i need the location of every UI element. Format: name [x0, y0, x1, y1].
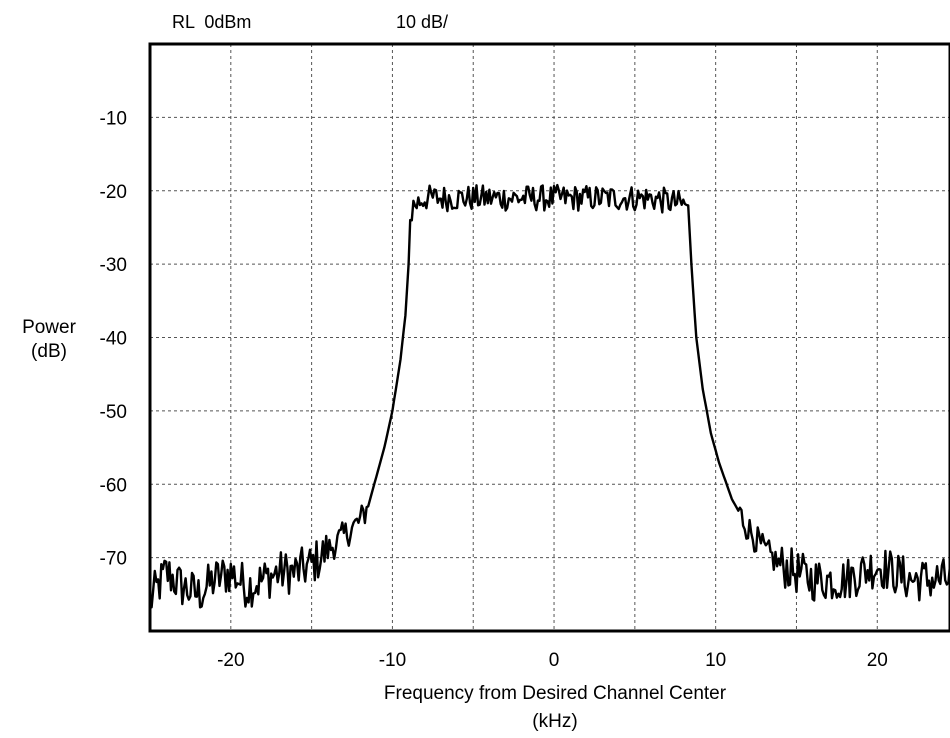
y-tick-labels: -10 -20 -30 -40 -50 -60 -70 [100, 108, 127, 569]
x-tick-label: 10 [705, 650, 726, 671]
y-tick-label: -50 [100, 402, 127, 423]
y-tick-label: -70 [100, 549, 127, 570]
reference-level-label: RL 0dBm [172, 12, 251, 32]
scale-label: 10 dB/ [396, 12, 448, 32]
y-tick-label: -40 [100, 329, 127, 350]
x-axis-label-line1: Frequency from Desired Channel Center [384, 683, 727, 704]
plot-frame [148, 42, 950, 633]
spectrum-trace [148, 183, 950, 609]
y-tick-label: -10 [100, 108, 127, 129]
y-tick-label: -20 [100, 182, 127, 203]
x-tick-label: -10 [379, 650, 406, 671]
y-axis-label-line1: Power [22, 317, 77, 338]
x-tick-label: -20 [217, 650, 244, 671]
x-axis-label-line2: (kHz) [532, 711, 577, 732]
series-group [148, 183, 950, 609]
y-tick-label: -60 [100, 475, 127, 496]
x-tick-label: 0 [549, 650, 560, 671]
x-tick-label: 20 [867, 650, 888, 671]
grid-lines [150, 44, 950, 631]
y-axis-label-line2: (dB) [31, 341, 67, 362]
x-tick-labels: -20 -10 0 10 20 [217, 650, 888, 671]
y-tick-label: -30 [100, 255, 127, 276]
